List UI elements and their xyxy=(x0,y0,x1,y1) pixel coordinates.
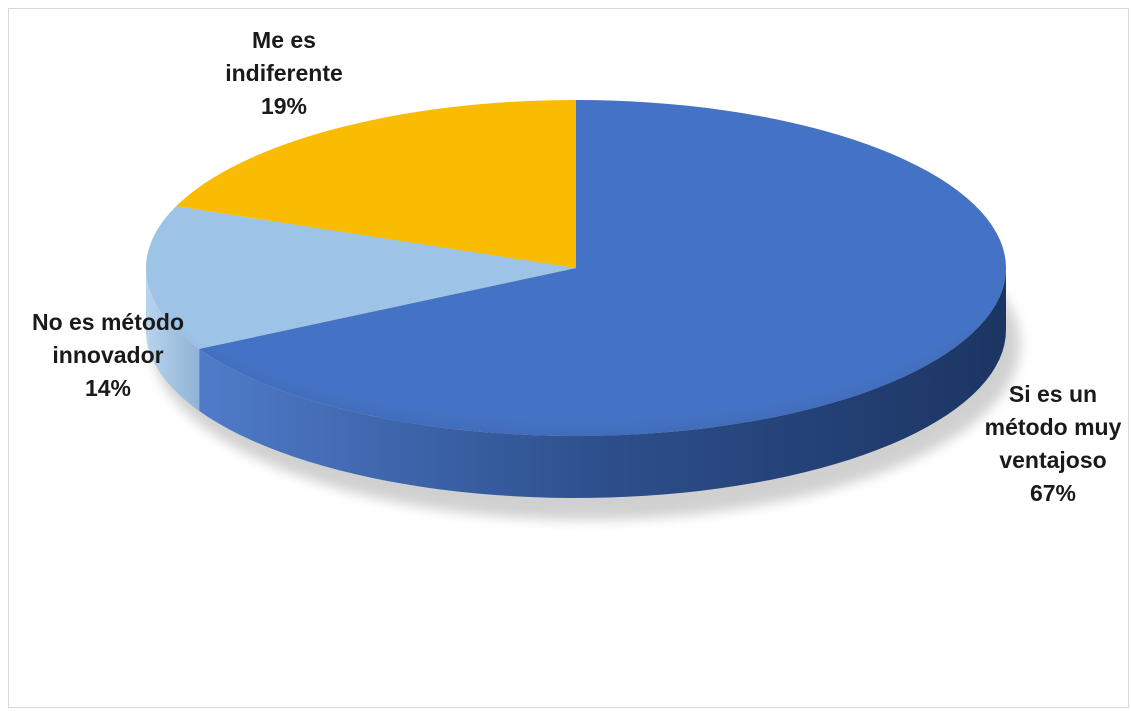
slice-side-1 xyxy=(146,268,200,411)
data-label-1: No es método innovador 14% xyxy=(32,309,184,401)
data-label-line: 19% xyxy=(261,93,307,119)
data-label-line: Si es un xyxy=(1009,381,1097,407)
data-label-line: ventajoso xyxy=(999,447,1106,473)
data-label-line: No es método xyxy=(32,309,184,335)
slice-side-0 xyxy=(199,268,1006,498)
data-label-line: indiferente xyxy=(225,60,343,86)
data-label-0: Si es un método muy ventajoso 67% xyxy=(985,381,1122,506)
pie-group xyxy=(146,100,1020,520)
data-label-line: innovador xyxy=(52,342,163,368)
data-label-line: 14% xyxy=(85,375,131,401)
data-label-2: Me es indiferente 19% xyxy=(225,27,343,119)
data-label-line: Me es xyxy=(252,27,316,53)
pie-top-shading xyxy=(146,100,1006,436)
data-label-line: método muy xyxy=(985,414,1122,440)
data-label-line: 67% xyxy=(1030,480,1076,506)
data-labels: Si es un método muy ventajoso 67% No es méto… xyxy=(32,27,1122,506)
